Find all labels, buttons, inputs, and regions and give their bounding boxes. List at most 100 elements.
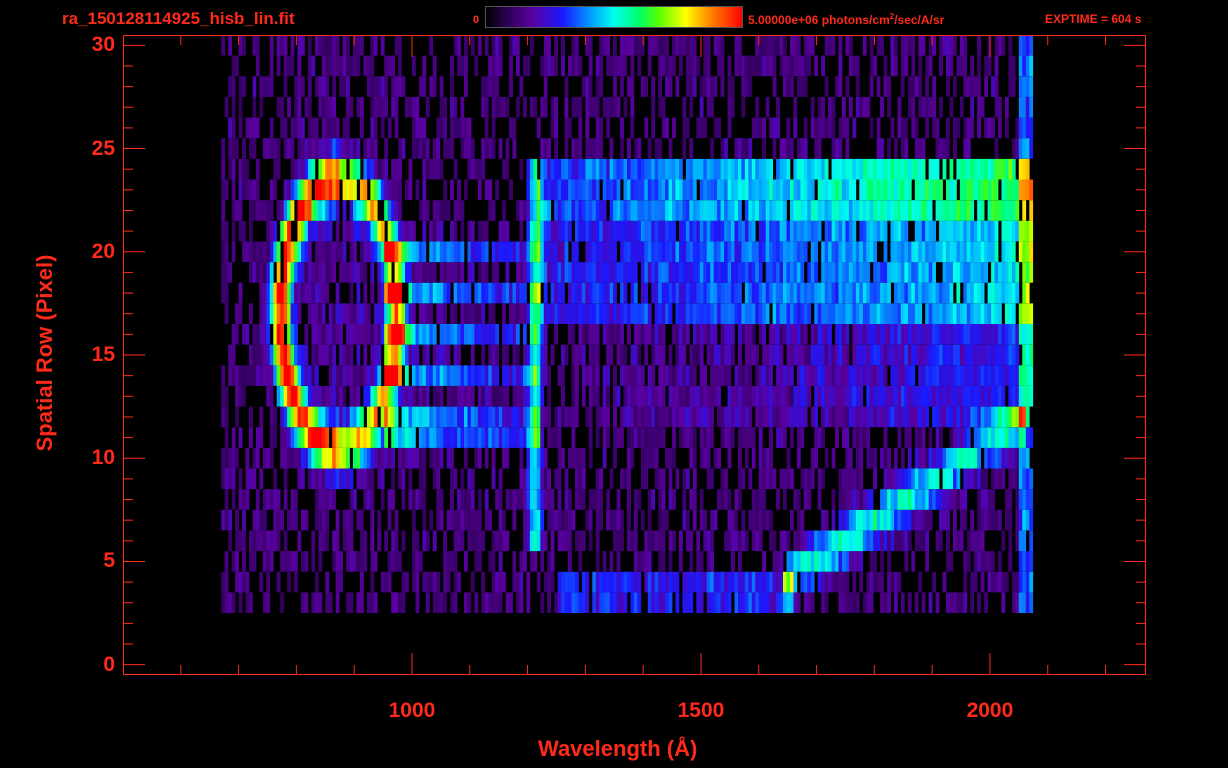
heatmap-cell [921, 262, 926, 283]
heatmap-cell [464, 406, 468, 428]
heatmap-cell [259, 468, 264, 490]
heatmap-cell [838, 365, 843, 386]
heatmap-cell [575, 303, 579, 324]
heatmap-cell [980, 489, 985, 510]
heatmap-cell [970, 386, 975, 407]
heatmap-cell [769, 179, 773, 201]
heatmap-cell [925, 551, 929, 572]
heatmap-cell [630, 592, 635, 613]
heatmap-cell [713, 241, 718, 263]
heatmap-cell [432, 241, 437, 263]
heatmap-cell [911, 489, 916, 510]
heatmap-cell [966, 138, 971, 159]
heatmap-cell [550, 427, 555, 448]
heatmap-cell [415, 365, 420, 386]
heatmap-cell [422, 489, 427, 510]
heatmap-cell [914, 179, 919, 201]
heatmap-cell [370, 200, 375, 221]
heatmap-cell [887, 571, 891, 593]
heatmap-cell [297, 386, 302, 407]
heatmap-cell [769, 530, 773, 552]
heatmap-cell [880, 344, 884, 366]
heatmap-cell [547, 35, 551, 56]
heatmap-cell [294, 158, 298, 180]
heatmap-cell [453, 262, 458, 283]
heatmap-cell [249, 117, 253, 139]
heatmap-cell [436, 303, 441, 324]
heatmap-cell [935, 117, 940, 139]
heatmap-cell [810, 571, 815, 593]
heatmap-cell [550, 96, 555, 118]
heatmap-cell [363, 386, 368, 407]
heatmap-cell [259, 406, 264, 428]
heatmap-cell [873, 406, 877, 428]
heatmap-cell [790, 571, 794, 593]
heatmap-cell [297, 96, 302, 118]
heatmap-cell [547, 262, 551, 283]
heatmap-cell [325, 592, 330, 613]
heatmap-cell [318, 282, 323, 304]
heatmap-cell [668, 386, 673, 407]
heatmap-cell [384, 241, 388, 263]
heatmap-cell [876, 35, 881, 56]
heatmap-cell [1005, 303, 1009, 324]
heatmap-cell [422, 220, 427, 242]
heatmap-cell [346, 303, 350, 324]
heatmap-cell [1029, 96, 1034, 118]
heatmap-cell [502, 571, 506, 593]
heatmap-cell [859, 509, 864, 531]
heatmap-cell [418, 551, 423, 572]
heatmap-cell [436, 592, 441, 613]
heatmap-cell [231, 96, 236, 118]
heatmap-cell [318, 303, 323, 324]
heatmap-cell [547, 468, 551, 490]
heatmap-cell [1015, 179, 1020, 201]
heatmap-cell [852, 158, 857, 180]
heatmap-cell [443, 324, 447, 345]
heatmap-cell [651, 427, 656, 448]
heatmap-cell [942, 138, 947, 159]
heatmap-cell [706, 262, 711, 283]
heatmap-cell [803, 344, 808, 366]
heatmap-cell [633, 220, 638, 242]
heatmap-cell [568, 509, 572, 531]
heatmap-cell [1022, 365, 1027, 386]
heatmap-cell [706, 324, 711, 345]
heatmap-cell [273, 282, 278, 304]
heatmap-cell [998, 551, 1002, 572]
heatmap-cell [727, 179, 732, 201]
heatmap-cell [1025, 303, 1030, 324]
heatmap-cell [280, 303, 284, 324]
heatmap-cell [665, 282, 669, 304]
heatmap-cell [221, 138, 226, 159]
heatmap-cell [380, 179, 385, 201]
heatmap-cell [523, 241, 527, 263]
heatmap-cell [325, 468, 330, 490]
heatmap-cell [609, 262, 614, 283]
heatmap-cell [259, 200, 264, 221]
heatmap-cell [710, 551, 714, 572]
heatmap-cell [627, 447, 631, 469]
heatmap-cell [810, 324, 815, 345]
heatmap-cell [394, 262, 399, 283]
heatmap-cell [1025, 427, 1030, 448]
heatmap-cell [894, 509, 898, 531]
heatmap-cell [439, 365, 444, 386]
heatmap-cell [672, 200, 676, 221]
heatmap-cell [439, 117, 444, 139]
heatmap-cell [675, 76, 680, 97]
heatmap-cell [762, 241, 766, 263]
heatmap-cell [966, 447, 971, 469]
heatmap-cell [963, 179, 968, 201]
heatmap-cell [980, 158, 985, 180]
heatmap-cell [869, 489, 874, 510]
heatmap-cell [699, 324, 704, 345]
heatmap-cell [852, 117, 857, 139]
heatmap-cell [977, 179, 981, 201]
heatmap-cell [599, 468, 603, 490]
heatmap-cell [328, 220, 333, 242]
heatmap-cell [717, 344, 721, 366]
heatmap-cell [869, 220, 874, 242]
heatmap-cell [599, 220, 603, 242]
heatmap-cell [727, 96, 732, 118]
